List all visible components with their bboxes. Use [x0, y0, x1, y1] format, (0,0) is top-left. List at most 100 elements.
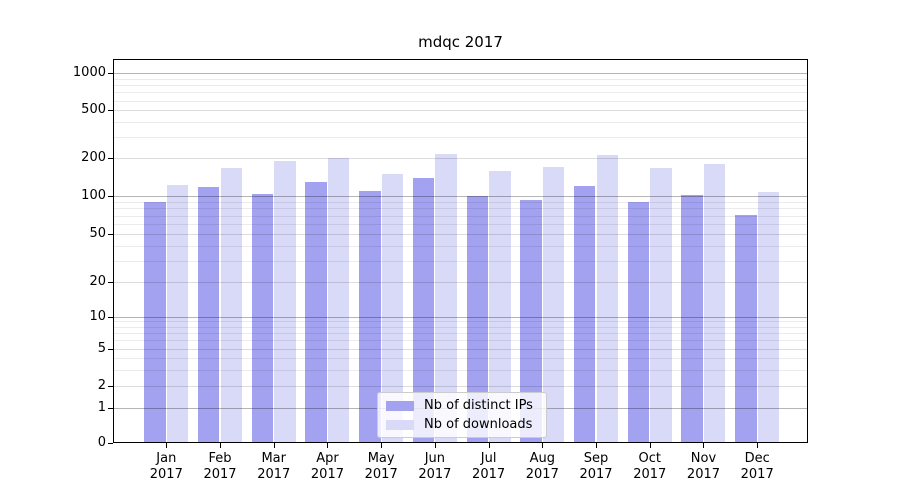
- y-tick-mark: [108, 282, 113, 283]
- bar-distinct-ips-feb: [198, 186, 220, 443]
- x-tick-mark: [220, 443, 222, 448]
- gridline-mid: [114, 158, 807, 160]
- legend-swatch-downloads-icon: [386, 419, 414, 430]
- x-tick-mark: [649, 443, 651, 448]
- x-tick-mark: [381, 443, 383, 448]
- gridline-minor: [114, 92, 807, 94]
- bar-distinct-ips-jun: [412, 177, 435, 443]
- y-tick-mark: [108, 73, 113, 75]
- y-tick-label: 100: [81, 188, 106, 203]
- x-tick-label-sep: Sep 2017: [579, 451, 613, 482]
- legend-item-distinct-ips: Nb of distinct IPs: [386, 398, 538, 413]
- x-tick-label-dec: Dec 2017: [740, 451, 774, 482]
- gridline-minor: [114, 78, 807, 80]
- gridline-minor: [114, 137, 807, 139]
- legend-label-downloads: Nb of downloads: [424, 417, 533, 432]
- bar-downloads-aug: [542, 167, 565, 443]
- gridline-minor: [114, 369, 807, 371]
- y-tick-label: 1: [97, 399, 106, 415]
- x-tick-label-mar: Mar 2017: [257, 451, 291, 482]
- bar-downloads-nov: [704, 164, 726, 443]
- gridline-mid: [114, 282, 807, 283]
- gridline-major: [114, 196, 807, 197]
- gridline-minor: [114, 201, 807, 203]
- gridline-minor: [114, 358, 807, 359]
- y-tick-label: 500: [81, 102, 106, 118]
- legend-swatch-distinct-ips-icon: [386, 400, 414, 411]
- y-tick-label: 0: [97, 435, 106, 450]
- bar-downloads-jul: [489, 171, 511, 443]
- gridline-minor: [114, 326, 807, 328]
- y-tick-label: 20: [89, 274, 106, 289]
- legend-label-distinct-ips: Nb of distinct IPs: [424, 398, 533, 413]
- bar-downloads-jun: [435, 154, 457, 443]
- x-tick-label-nov: Nov 2017: [686, 451, 721, 482]
- legend-item-downloads: Nb of downloads: [386, 417, 538, 432]
- x-tick-mark: [542, 443, 544, 448]
- bar-distinct-ips-apr: [305, 181, 327, 443]
- bar-downloads-oct: [650, 168, 672, 443]
- gridline-minor: [114, 121, 807, 123]
- x-tick-label-aug: Aug 2017: [525, 451, 559, 482]
- bar-downloads-dec: [757, 191, 780, 443]
- gridline-mid: [114, 386, 807, 387]
- x-tick-label-jun: Jun 2017: [418, 451, 452, 482]
- bar-downloads-sep: [596, 155, 619, 443]
- y-tick-mark: [108, 443, 113, 444]
- legend: Nb of distinct IPs Nb of downloads: [377, 392, 547, 438]
- gridline-minor: [114, 340, 807, 342]
- x-tick-mark: [703, 443, 705, 448]
- bar-distinct-ips-aug: [520, 199, 542, 443]
- y-tick-mark: [108, 386, 113, 387]
- y-tick-label: 1000: [72, 65, 106, 81]
- bar-downloads-mar: [274, 160, 296, 443]
- gridline-mid: [114, 110, 807, 112]
- x-tick-mark: [273, 443, 275, 448]
- x-tick-mark: [166, 443, 168, 448]
- x-tick-mark: [757, 443, 759, 448]
- gridline-minor: [114, 245, 807, 247]
- gridline-mid: [114, 234, 807, 235]
- x-tick-label-feb: Feb 2017: [203, 451, 237, 482]
- y-tick-mark: [108, 316, 113, 318]
- y-tick-mark: [108, 407, 113, 409]
- bar-distinct-ips-dec: [735, 214, 757, 443]
- bar-distinct-ips-may: [359, 190, 381, 443]
- y-tick-label: 10: [89, 308, 106, 324]
- x-tick-label-apr: Apr 2017: [310, 451, 344, 482]
- x-tick-mark: [434, 443, 436, 448]
- y-tick-label: 50: [89, 226, 106, 241]
- gridline-minor: [114, 85, 807, 87]
- chart-title: mdqc 2017: [418, 33, 503, 51]
- gridline-minor: [114, 208, 807, 210]
- y-tick-label: 200: [81, 150, 106, 166]
- x-tick-mark: [327, 443, 329, 448]
- x-tick-label-jul: Jul 2017: [472, 451, 506, 482]
- y-tick-mark: [108, 349, 113, 350]
- y-tick-mark: [108, 196, 113, 197]
- bar-downloads-jan: [166, 185, 189, 443]
- bar-downloads-apr: [328, 158, 350, 443]
- gridline-minor: [114, 333, 807, 335]
- x-tick-label-may: May 2017: [364, 451, 398, 482]
- bar-distinct-ips-sep: [574, 186, 596, 443]
- bar-distinct-ips-nov: [681, 195, 703, 443]
- gridline-minor: [114, 215, 807, 217]
- gridline-minor: [114, 260, 807, 262]
- gridline-major: [114, 73, 807, 75]
- bar-downloads-may: [381, 173, 404, 443]
- bar-distinct-ips-jan: [144, 201, 166, 443]
- y-tick-mark: [108, 234, 113, 235]
- bar-distinct-ips-jul: [466, 196, 488, 443]
- gridline-mid: [114, 349, 807, 350]
- gridline-minor: [114, 321, 807, 323]
- x-tick-mark: [488, 443, 490, 448]
- x-tick-label-oct: Oct 2017: [633, 451, 667, 482]
- x-tick-label-jan: Jan 2017: [149, 451, 183, 482]
- gridline-minor: [114, 224, 807, 225]
- bar-distinct-ips-mar: [251, 193, 274, 443]
- gridline-minor: [114, 100, 807, 102]
- y-tick-label: 5: [97, 341, 106, 356]
- y-tick-mark: [108, 110, 113, 112]
